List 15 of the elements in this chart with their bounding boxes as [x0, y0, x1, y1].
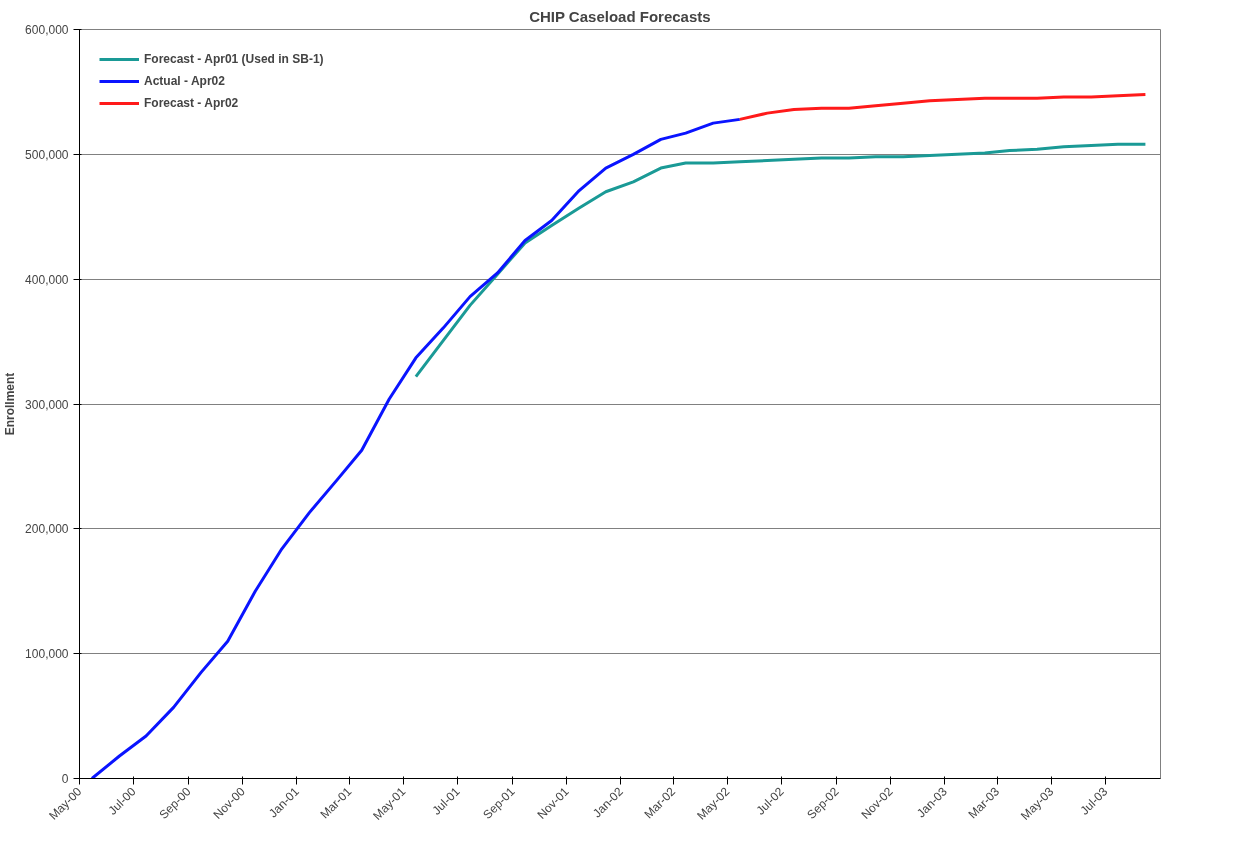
line-series	[90, 117, 742, 779]
y-tick-label: 100,000	[25, 647, 69, 662]
y-axis-title: Enrollment	[3, 372, 18, 436]
legend-label: Actual - Apr02	[144, 74, 225, 88]
y-tick-label: 200,000	[25, 522, 69, 537]
y-tick-label: 400,000	[25, 272, 69, 287]
chart-title: CHIP Caseload Forecasts	[529, 7, 711, 25]
y-tick-label: 500,000	[25, 147, 69, 162]
legend-label: Forecast - Apr02	[144, 96, 239, 110]
y-tick-label: 0	[61, 772, 69, 786]
line-series	[738, 92, 1147, 121]
line-series	[414, 142, 1147, 379]
y-tick-label: 300,000	[25, 397, 69, 412]
y-tick-label: 600,000	[25, 23, 69, 37]
legend-label: Forecast - Apr01 (Used in SB-1)	[144, 52, 324, 66]
